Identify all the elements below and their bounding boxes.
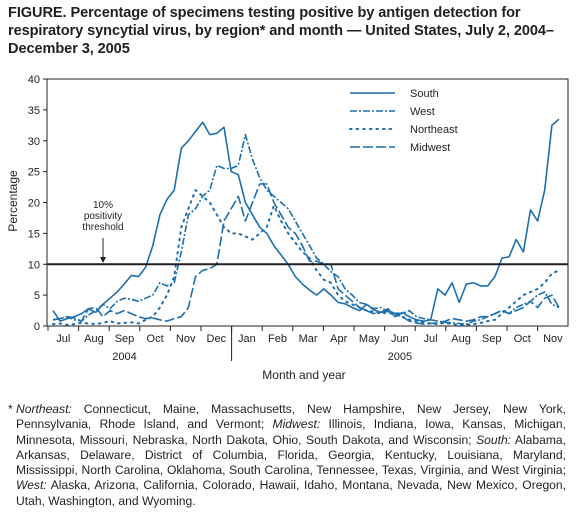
threshold-label: threshold — [82, 222, 123, 233]
footnote-region-label: Northeast: — [16, 402, 72, 416]
legend: South West Northeast Midwest — [349, 88, 458, 154]
x-tick-label: Aug — [451, 333, 471, 345]
series-line-northeast — [52, 189, 560, 326]
legend-label-northeast: Northeast — [410, 124, 458, 136]
y-axis: 0 5 10 15 20 25 30 35 40 — [28, 74, 47, 333]
x-tick-label: Nov — [543, 333, 563, 345]
x-tick-label: Aug — [84, 333, 104, 345]
legend-label-midwest: Midwest — [410, 142, 450, 154]
footnote: * Northeast: Connecticut, Maine, Massach… — [8, 402, 566, 509]
footnote-region-states: Illinois, Indiana, Iowa, Kansas, Michiga… — [16, 417, 566, 447]
y-tick-label: 35 — [28, 105, 40, 117]
threshold-label: positivity — [84, 211, 122, 222]
series-lines — [47, 118, 568, 326]
footnote-region-label: West: — [16, 478, 47, 493]
year-label: 2005 — [388, 351, 412, 363]
footnote-region-states: Connecticut, Maine, Massachusetts, New H… — [16, 402, 566, 432]
threshold-label: 10% — [93, 200, 113, 211]
x-tick-label: Feb — [268, 333, 287, 345]
line-chart: 0 5 10 15 20 25 30 35 40 Jul Aug Sep Oct Nov Dec Jan Fe… — [6, 74, 569, 382]
y-tick-label: 20 — [28, 198, 40, 210]
x-tick-label: Jul — [423, 333, 437, 345]
x-tick-label: Jul — [56, 333, 70, 345]
y-tick-label: 25 — [28, 167, 40, 179]
y-tick-label: 40 — [28, 74, 40, 86]
y-tick-label: 5 — [34, 290, 40, 302]
x-tick-label: Apr — [330, 333, 347, 345]
footnote-region-label: South: — [476, 432, 512, 447]
y-tick-label: 0 — [34, 321, 40, 333]
x-tick-label: Oct — [147, 333, 164, 345]
y-tick-label: 30 — [28, 136, 40, 148]
threshold-arrow-head — [100, 257, 106, 263]
y-tick-label: 15 — [28, 228, 40, 240]
x-tick-label: Mar — [299, 333, 318, 345]
x-axis-label: Month and year — [262, 368, 345, 382]
x-axis: Jul Aug Sep Oct Nov Dec Jan Feb Mar Apr May Jun Jul A… — [47, 326, 563, 363]
series-line-west — [52, 133, 560, 325]
footnote-body: Northeast: Connecticut, Maine, Massachus… — [8, 402, 566, 509]
footnote-marker: * — [8, 402, 13, 416]
x-tick-label: Sep — [115, 333, 135, 345]
series-line-south — [52, 118, 560, 322]
series-line-midwest — [52, 183, 560, 325]
x-tick-label: Jan — [238, 333, 256, 345]
x-tick-label: May — [359, 333, 380, 345]
x-tick-label: Sep — [482, 333, 502, 345]
y-axis-label: Percentage — [6, 170, 20, 232]
x-tick-label: Oct — [514, 333, 531, 345]
year-label: 2004 — [112, 351, 136, 363]
legend-label-south: South — [410, 88, 439, 100]
x-tick-label: Dec — [207, 333, 227, 345]
y-tick-label: 10 — [28, 259, 40, 271]
legend-label-west: West — [410, 106, 435, 118]
figure-title: FIGURE. Percentage of specimens testing … — [8, 5, 554, 57]
footnote-region-label: Midwest: — [272, 417, 321, 432]
footnote-region-states: Alaska, Arizona, California, Colorado, H… — [16, 478, 566, 508]
footnote-region-states: Alabama, Arkansas, Delaware, District of… — [16, 432, 566, 478]
x-tick-label: Nov — [176, 333, 196, 345]
x-tick-label: Jun — [391, 333, 409, 345]
